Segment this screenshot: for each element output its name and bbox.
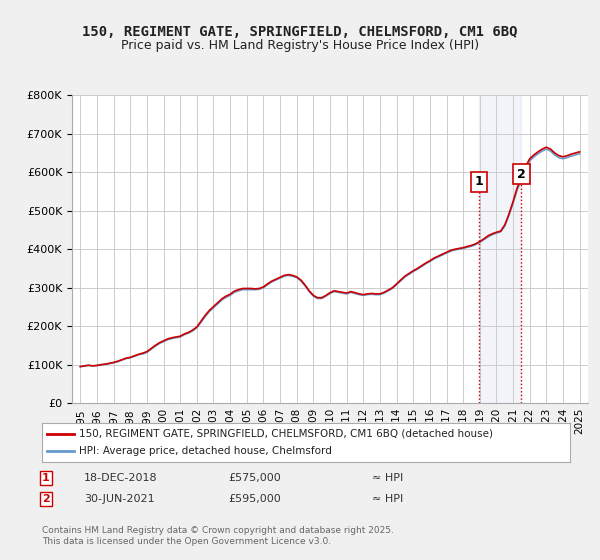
- Bar: [479, 95, 521, 403]
- Text: ≈ HPI: ≈ HPI: [372, 494, 403, 504]
- Text: 1: 1: [42, 473, 50, 483]
- Text: 18-DEC-2018: 18-DEC-2018: [84, 473, 158, 483]
- Text: £595,000: £595,000: [228, 494, 281, 504]
- Text: HPI: Average price, detached house, Chelmsford: HPI: Average price, detached house, Chel…: [79, 446, 332, 456]
- Text: 1: 1: [475, 175, 484, 188]
- Text: 150, REGIMENT GATE, SPRINGFIELD, CHELMSFORD, CM1 6BQ: 150, REGIMENT GATE, SPRINGFIELD, CHELMSF…: [82, 25, 518, 39]
- Text: £575,000: £575,000: [228, 473, 281, 483]
- Text: 30-JUN-2021: 30-JUN-2021: [84, 494, 155, 504]
- Text: Price paid vs. HM Land Registry's House Price Index (HPI): Price paid vs. HM Land Registry's House …: [121, 39, 479, 52]
- Text: 2: 2: [517, 167, 526, 181]
- Text: 2: 2: [42, 494, 50, 504]
- Text: ≈ HPI: ≈ HPI: [372, 473, 403, 483]
- Text: Contains HM Land Registry data © Crown copyright and database right 2025.
This d: Contains HM Land Registry data © Crown c…: [42, 526, 394, 546]
- Text: 150, REGIMENT GATE, SPRINGFIELD, CHELMSFORD, CM1 6BQ (detached house): 150, REGIMENT GATE, SPRINGFIELD, CHELMSF…: [79, 429, 493, 439]
